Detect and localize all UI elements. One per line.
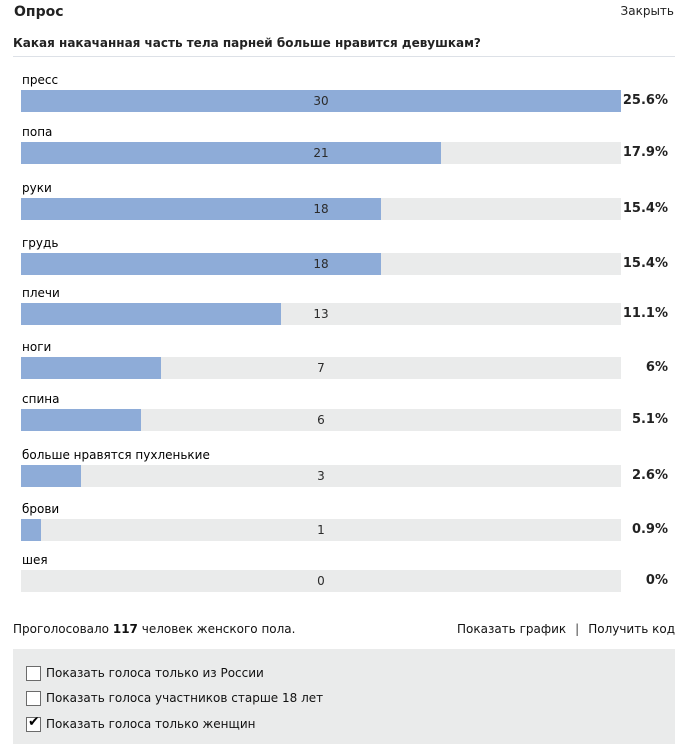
vote-percent: 6% <box>645 360 668 375</box>
poll-option: пресс 30 25.6% <box>0 73 685 123</box>
header-divider <box>13 56 675 57</box>
poll-option: брови 1 0.9% <box>0 502 685 552</box>
option-label: спина <box>22 392 60 406</box>
checkbox-women-only[interactable]: ✔ <box>26 714 41 732</box>
vote-count: 30 <box>313 94 329 108</box>
bar-fill <box>21 90 621 112</box>
poll-options: пресс 30 25.6% попа 21 17.9% руки 18 15.… <box>0 73 685 603</box>
option-label: плечи <box>22 286 60 300</box>
vote-percent: 0% <box>645 573 668 588</box>
filter-label: Показать голоса только женщин <box>46 717 256 731</box>
poll-links: Показать график | Получить код <box>457 622 675 636</box>
filter-label: Показать голоса только из России <box>46 666 264 680</box>
summary-prefix: Проголосовало <box>13 622 110 636</box>
bar-fill <box>21 253 381 275</box>
option-label: пресс <box>22 73 59 87</box>
vote-percent: 5.1% <box>631 412 668 427</box>
poll-option: спина 6 5.1% <box>0 392 685 442</box>
bar-fill <box>21 198 381 220</box>
bar-track: 3 <box>21 465 621 487</box>
vote-count: 0 <box>317 574 325 588</box>
bar-fill <box>21 519 41 541</box>
show-chart-link[interactable]: Показать график <box>456 622 567 636</box>
bar-track: 21 <box>21 142 621 164</box>
option-label: больше нравятся пухленькие <box>22 448 210 462</box>
option-label: ноги <box>22 340 52 354</box>
checkbox-over-18[interactable] <box>26 691 41 706</box>
vote-count: 21 <box>313 146 329 160</box>
vote-count: 7 <box>317 361 325 375</box>
bar-track: 0 <box>21 570 621 592</box>
poll-option: шея 0 0% <box>0 553 685 603</box>
option-label: руки <box>22 181 52 195</box>
checkbox-russia-only[interactable] <box>26 666 41 681</box>
option-label: шея <box>22 553 48 567</box>
option-label: попа <box>22 125 53 139</box>
vote-count: 18 <box>313 202 329 216</box>
bar-track: 7 <box>21 357 621 379</box>
vote-percent: 11.1% <box>622 306 668 321</box>
vote-summary: Проголосовало 117 человек женского пола. <box>13 622 295 636</box>
poll-question: Какая накачанная часть тела парней больш… <box>13 36 481 50</box>
option-label: брови <box>22 502 60 516</box>
bar-track: 18 <box>21 198 621 220</box>
bar-fill <box>21 465 81 487</box>
check-icon: ✔ <box>28 714 40 730</box>
vote-count: 18 <box>313 257 329 271</box>
total-votes: 117 <box>112 622 138 636</box>
bar-fill <box>21 409 141 431</box>
poll-option: грудь 18 15.4% <box>0 236 685 286</box>
poll-option: плечи 13 11.1% <box>0 286 685 336</box>
vote-percent: 25.6% <box>622 93 668 108</box>
get-code-link[interactable]: Получить код <box>588 622 675 636</box>
bar-track: 1 <box>21 519 621 541</box>
summary-suffix: человек женского пола. <box>141 622 296 636</box>
vote-percent: 15.4% <box>622 256 668 271</box>
poll-option: попа 21 17.9% <box>0 125 685 175</box>
vote-percent: 15.4% <box>622 201 668 216</box>
option-label: грудь <box>22 236 59 250</box>
bar-track: 18 <box>21 253 621 275</box>
vote-count: 6 <box>317 413 325 427</box>
bar-track: 6 <box>21 409 621 431</box>
close-link[interactable]: Закрыть <box>620 4 674 18</box>
poll-option: ноги 7 6% <box>0 340 685 390</box>
vote-count: 13 <box>313 307 329 321</box>
filter-label: Показать голоса участников старше 18 лет <box>46 691 324 705</box>
link-separator: | <box>575 622 580 636</box>
bar-track: 13 <box>21 303 621 325</box>
vote-count: 1 <box>317 523 325 537</box>
bar-track: 30 <box>21 90 621 112</box>
poll-option: руки 18 15.4% <box>0 181 685 231</box>
vote-percent: 17.9% <box>622 145 668 160</box>
vote-count: 3 <box>317 469 325 483</box>
filter-panel: Показать голоса только из России Показат… <box>13 649 675 744</box>
poll-header-title: Опрос <box>14 4 64 20</box>
vote-percent: 0.9% <box>631 522 668 537</box>
bar-fill <box>21 303 281 325</box>
vote-percent: 2.6% <box>631 468 668 483</box>
bar-fill <box>21 142 441 164</box>
bar-fill <box>21 357 161 379</box>
poll-option: больше нравятся пухленькие 3 2.6% <box>0 448 685 498</box>
